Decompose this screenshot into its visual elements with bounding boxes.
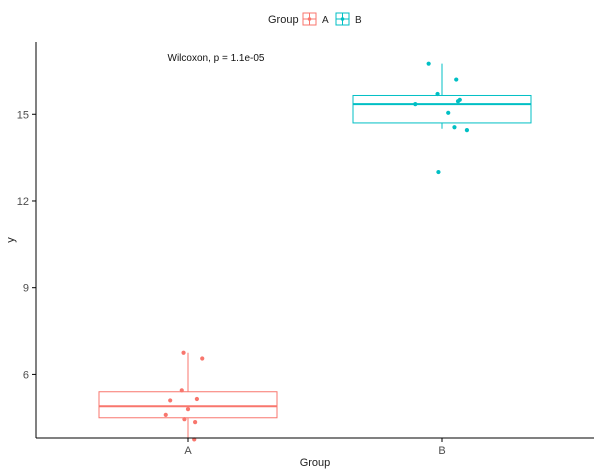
point-a-3 — [179, 388, 184, 393]
y-tick-label-15: 15 — [17, 109, 29, 121]
legend-label-b: B — [355, 15, 362, 26]
legend-key-a — [302, 12, 317, 26]
y-tick-label-6: 6 — [23, 369, 29, 381]
point-a-1 — [181, 350, 186, 355]
point-a-8 — [182, 417, 187, 422]
point-b-6 — [413, 102, 418, 107]
point-a-9 — [193, 420, 198, 425]
point-b-2 — [454, 77, 459, 82]
x-axis-title: Group — [300, 457, 331, 469]
box-b-iqr — [352, 94, 532, 124]
point-a-4 — [168, 398, 173, 403]
point-b-5 — [455, 99, 461, 104]
legend: Group A B — [268, 12, 362, 26]
y-tick-label-9: 9 — [23, 283, 29, 295]
point-b-10 — [436, 169, 441, 175]
y-tick-label-12: 12 — [17, 196, 29, 208]
y-axis-title: y — [5, 237, 17, 243]
y-axis-ticks: 6 9 12 15 — [17, 109, 36, 381]
point-b-8 — [452, 125, 457, 130]
legend-key-b — [335, 12, 350, 26]
point-a-7 — [163, 412, 168, 417]
x-tick-label-a: A — [184, 445, 192, 457]
point-b-3 — [435, 91, 440, 97]
boxes-layer — [98, 63, 532, 440]
point-b-1 — [426, 61, 431, 66]
point-a-5 — [194, 396, 199, 402]
legend-label-a: A — [322, 15, 329, 26]
legend-title: Group — [268, 14, 299, 26]
points-layer — [163, 61, 470, 442]
x-tick-label-b: B — [438, 445, 445, 457]
wilcoxon-annotation: Wilcoxon, p = 1.1e-05 — [168, 53, 265, 64]
point-a-2 — [200, 356, 205, 361]
point-a-6 — [185, 406, 191, 412]
point-b-9 — [464, 128, 470, 133]
point-b-7 — [446, 110, 451, 115]
box-a-iqr — [98, 391, 278, 419]
